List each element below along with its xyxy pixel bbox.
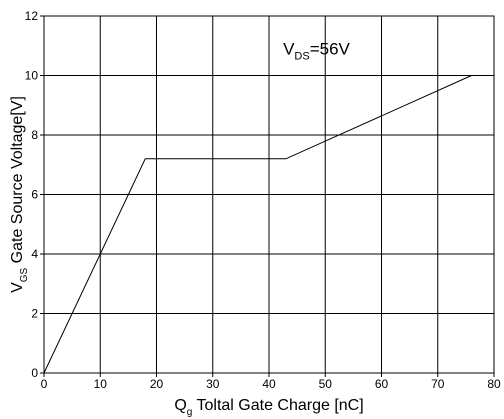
vds-annotation: VDS=56V	[283, 40, 350, 63]
x-tick-label: 10	[94, 377, 108, 391]
y-axis-subscript: GS	[19, 267, 30, 282]
x-axis-rest: Toltal Gate Charge [nC]	[192, 397, 363, 414]
y-tick-label: 2	[31, 307, 38, 321]
y-tick-label: 8	[31, 128, 38, 142]
x-tick-label: 50	[319, 377, 333, 391]
grid-lines	[40, 16, 494, 377]
x-axis-title: Qg Toltal Gate Charge [nC]	[174, 397, 363, 418]
y-tick-label: 0	[31, 366, 38, 380]
annotation-main: V	[283, 40, 295, 59]
x-tick-label: 70	[431, 377, 445, 391]
x-tick-label: 20	[150, 377, 164, 391]
y-axis-title: VGS Gate Source Voltage[V]	[9, 96, 30, 293]
x-tick-label: 80	[487, 377, 501, 391]
y-tick-label: 6	[31, 188, 38, 202]
gate-charge-curve	[44, 76, 472, 374]
y-axis-main: V	[9, 282, 26, 293]
series-layer	[44, 76, 472, 374]
y-tick-label: 12	[25, 9, 39, 23]
x-axis-main: Q	[174, 397, 186, 414]
x-tick-label: 40	[262, 377, 276, 391]
x-tick-label: 30	[206, 377, 220, 391]
y-axis-rest: Gate Source Voltage[V]	[9, 96, 26, 268]
annotation-subscript: DS	[294, 51, 309, 63]
y-tick-label: 4	[31, 247, 38, 261]
annotation-rest: =56V	[310, 40, 351, 59]
x-tick-label: 60	[375, 377, 389, 391]
y-tick-label: 10	[25, 69, 39, 83]
tick-labels: 0 10 20 30 40 50 60 70 80 0 2 4 6 8 10 12	[25, 9, 501, 391]
x-tick-label: 0	[41, 377, 48, 391]
